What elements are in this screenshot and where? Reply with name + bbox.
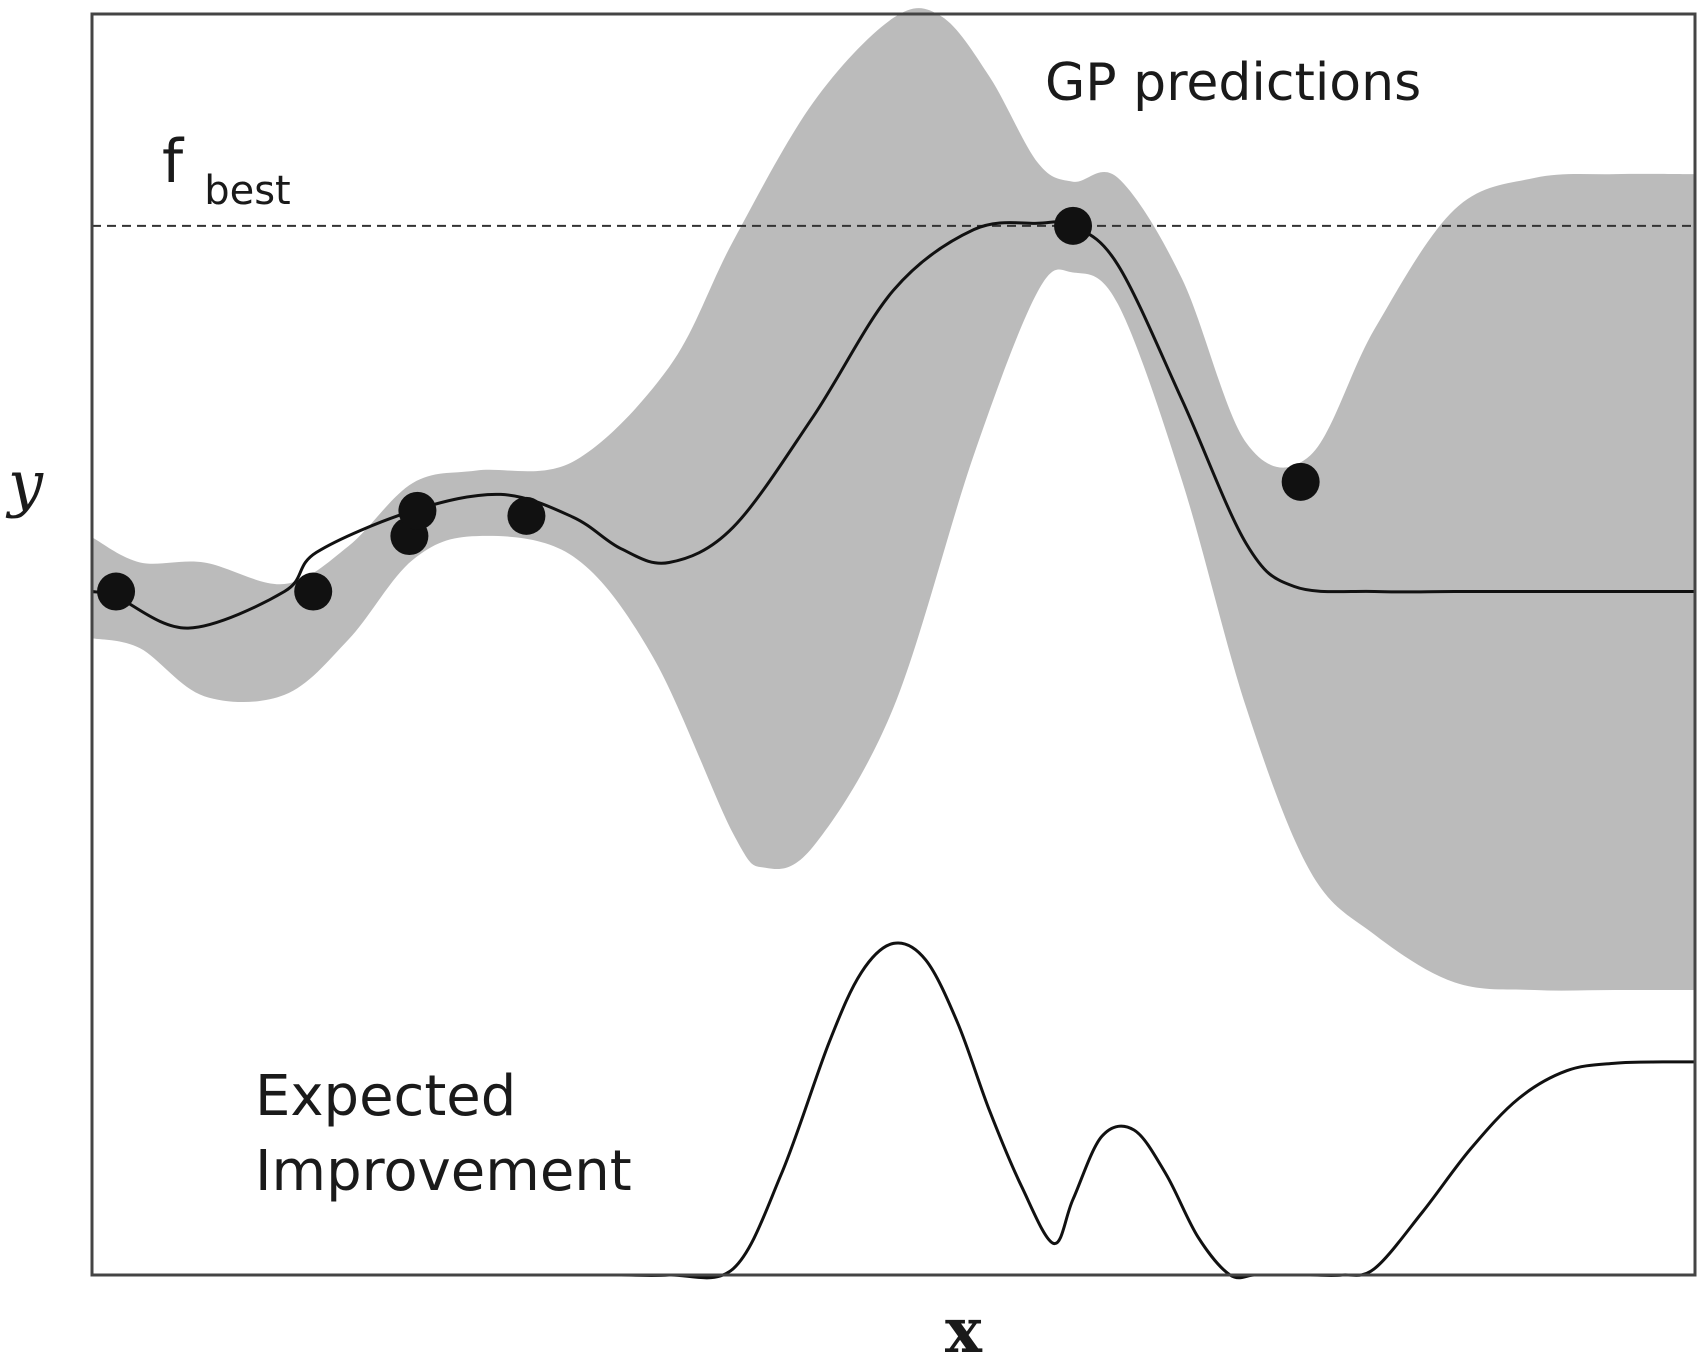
x-axis-label: x [945,1294,983,1352]
plot-frame [90,12,1697,1277]
observation-point [1281,462,1320,501]
observation-point [97,572,136,611]
fbest-main: f [162,127,185,197]
fbest-subscript: best [204,168,291,214]
observation-point [398,491,437,530]
observation-point [1054,206,1093,245]
observation-point [507,496,546,535]
ei-label-line2: Improvement [255,1139,632,1204]
fbest-label: f best [162,127,291,214]
gp-confidence-band [92,8,1695,991]
gp-predictions-label: GP predictions [1045,53,1421,113]
gp-mean-line [91,220,1695,630]
plot-area [90,8,1697,1280]
observed-points [97,206,1320,611]
ei-label-line1: Expected [255,1064,516,1129]
observation-point [294,572,333,611]
y-axis-label: y [5,447,44,520]
